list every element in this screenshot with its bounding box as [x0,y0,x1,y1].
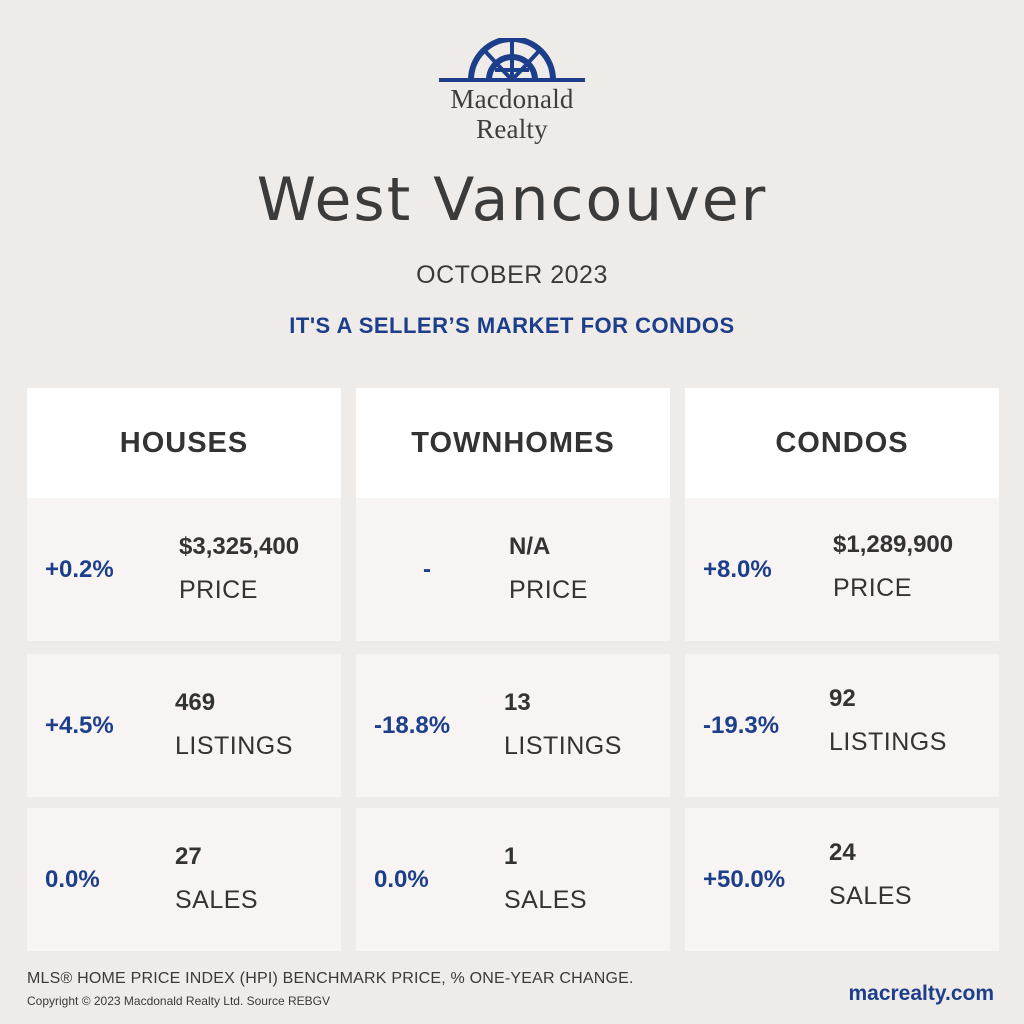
price-cell: +8.0% $1,289,900 PRICE [685,498,999,641]
percent-change: 0.0% [45,865,100,893]
brand-name-line2: Realty [476,114,548,144]
page-title: West Vancouver [256,165,768,235]
stat-value: 13 [504,689,531,716]
stat-value: 1 [504,843,518,870]
sunrise-compass-logo-icon [439,38,585,82]
condos-column: CONDOS +8.0% $1,289,900 PRICE -19.3% 92 … [685,388,999,951]
stat-value: 27 [175,843,202,870]
brand-logo: Macdonald Realty [0,38,1024,144]
brand-name-line1: Macdonald [450,84,574,114]
stat-label: PRICE [833,574,912,602]
townhomes-column: TOWNHOMES - N/A PRICE -18.8% 13 LISTINGS… [356,388,670,951]
website-link[interactable]: macrealty.com [848,982,994,1005]
stat-value: $3,325,400 [179,533,300,560]
column-header: CONDOS [685,388,999,498]
stat-label: LISTINGS [829,728,947,756]
percent-change: +4.5% [45,711,114,739]
listings-cell: -19.3% 92 LISTINGS [685,654,999,797]
percent-change: +0.2% [45,555,114,583]
sales-cell: 0.0% 27 SALES [27,808,341,951]
stat-label: PRICE [179,576,258,604]
stat-label: LISTINGS [504,732,622,760]
price-cell: +0.2% $3,325,400 PRICE [27,498,341,641]
stat-value: $1,289,900 [833,531,954,558]
sales-cell: +50.0% 24 SALES [685,808,999,951]
stat-value: 469 [175,689,216,716]
report-month: OCTOBER 2023 [416,261,608,289]
sales-cell: 0.0% 1 SALES [356,808,670,951]
listings-cell: -18.8% 13 LISTINGS [356,654,670,797]
percent-change: 0.0% [374,865,429,893]
stat-label: SALES [829,882,913,910]
stat-value: 92 [829,685,856,712]
houses-column: HOUSES +0.2% $3,325,400 PRICE +4.5% 469 … [27,388,341,951]
stat-label: SALES [504,886,588,914]
column-header: HOUSES [27,388,341,498]
percent-change: - [423,555,431,583]
stat-label: LISTINGS [175,732,293,760]
column-header: TOWNHOMES [356,388,670,498]
copyright: Copyright © 2023 Macdonald Realty Ltd. S… [27,994,330,1008]
headline: IT'S A SELLER’S MARKET FOR CONDOS [289,313,735,338]
percent-change: +50.0% [703,865,786,893]
footnote: MLS® HOME PRICE INDEX (HPI) BENCHMARK PR… [27,970,634,987]
listings-cell: +4.5% 469 LISTINGS [27,654,341,797]
stat-value: N/A [509,533,551,560]
price-cell: - N/A PRICE [356,498,670,641]
percent-change: -19.3% [703,711,780,739]
stat-label: PRICE [509,576,588,604]
percent-change: +8.0% [703,555,772,583]
stat-value: 24 [829,839,856,866]
stat-label: SALES [175,886,259,914]
percent-change: -18.8% [374,711,451,739]
